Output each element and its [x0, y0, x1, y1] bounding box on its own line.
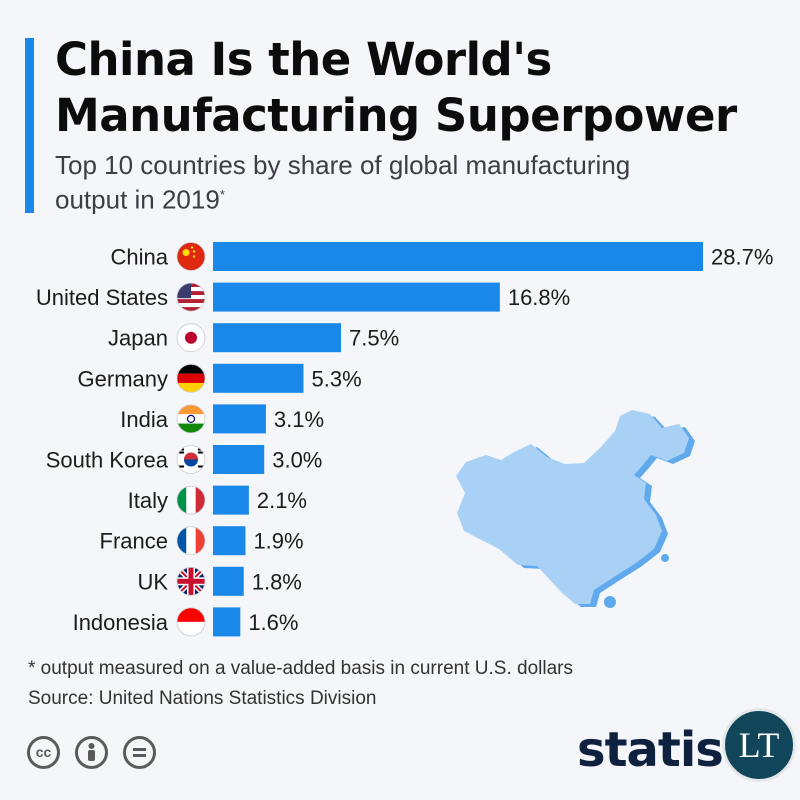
- south-korea-flag-icon: [177, 445, 205, 474]
- no-derivatives-icon: [123, 736, 156, 769]
- bar: [213, 242, 703, 271]
- bar: [213, 404, 266, 434]
- value-label: 2.1%: [257, 488, 307, 513]
- japan-flag-icon: [177, 323, 205, 352]
- value-label: 5.3%: [311, 366, 361, 391]
- bar: [213, 485, 249, 515]
- indonesia-flag-icon: [177, 607, 205, 636]
- source-note: Source: United Nations Statistics Divisi…: [28, 688, 377, 709]
- category-label: Germany: [78, 366, 168, 391]
- value-label: 1.6%: [248, 610, 298, 635]
- bar: [213, 363, 304, 393]
- category-label: Italy: [128, 488, 168, 513]
- attribution-icon: [75, 736, 108, 769]
- value-label: 3.0%: [272, 448, 322, 473]
- title-accent-bar: [25, 38, 34, 213]
- category-label: India: [120, 407, 168, 432]
- subtitle: Top 10 countries by share of global manu…: [55, 150, 631, 215]
- value-label: 3.1%: [274, 407, 324, 432]
- category-label: United States: [36, 285, 168, 310]
- india-flag-icon: [177, 404, 205, 433]
- bar: [213, 445, 265, 474]
- category-label: Indonesia: [73, 610, 169, 635]
- bar: [213, 323, 342, 353]
- value-label: 1.8%: [252, 569, 302, 594]
- category-label: China: [111, 245, 169, 270]
- bar: [213, 607, 241, 637]
- china-flag-icon: [177, 242, 205, 271]
- france-flag-icon: [177, 526, 205, 555]
- value-label: 16.8%: [508, 285, 570, 310]
- value-label: 7.5%: [349, 326, 399, 351]
- value-label: 28.7%: [711, 245, 773, 270]
- cc-icon: cc: [27, 736, 60, 769]
- value-label: 1.9%: [253, 529, 303, 554]
- category-label: South Korea: [46, 448, 169, 473]
- bar: [213, 282, 500, 312]
- uk-flag-icon: [177, 567, 205, 596]
- bar: [213, 526, 246, 556]
- category-label: UK: [137, 569, 168, 594]
- page-title: China Is the World's Manufacturing Superp…: [55, 33, 737, 142]
- footnote: * output measured on a value-added basis…: [28, 658, 573, 679]
- category-label: France: [100, 529, 168, 554]
- italy-flag-icon: [177, 486, 205, 515]
- lt-badge: LT: [722, 708, 796, 782]
- bar: [213, 566, 244, 596]
- germany-flag-icon: [177, 364, 205, 393]
- category-label: Japan: [108, 326, 168, 351]
